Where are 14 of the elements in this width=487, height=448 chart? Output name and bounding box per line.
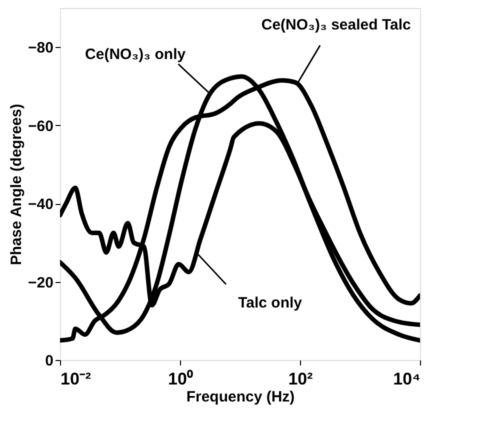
x-tick-label: 10⁴: [393, 370, 420, 388]
y-tick-label: −20: [28, 274, 54, 292]
y-axis-title: Phase Angle (degrees): [8, 104, 26, 266]
x-axis-title: Frequency (Hz): [186, 388, 295, 406]
y-tick-label: −60: [28, 118, 54, 135]
x-tick-label: 10⁻²: [60, 370, 92, 388]
y-tick-label: −40: [28, 196, 54, 214]
x-tick-label: 10⁰: [168, 370, 193, 388]
annotation: Ce(NO₃)₃ only: [85, 46, 186, 64]
y-tick-label: −80: [28, 40, 54, 57]
y-tick-label: 0: [45, 352, 54, 370]
x-tick-label: 10²: [288, 370, 314, 388]
annotation: Ce(NO₃)₃ sealed Talc: [261, 16, 411, 34]
annotation: Talc only: [238, 294, 303, 312]
